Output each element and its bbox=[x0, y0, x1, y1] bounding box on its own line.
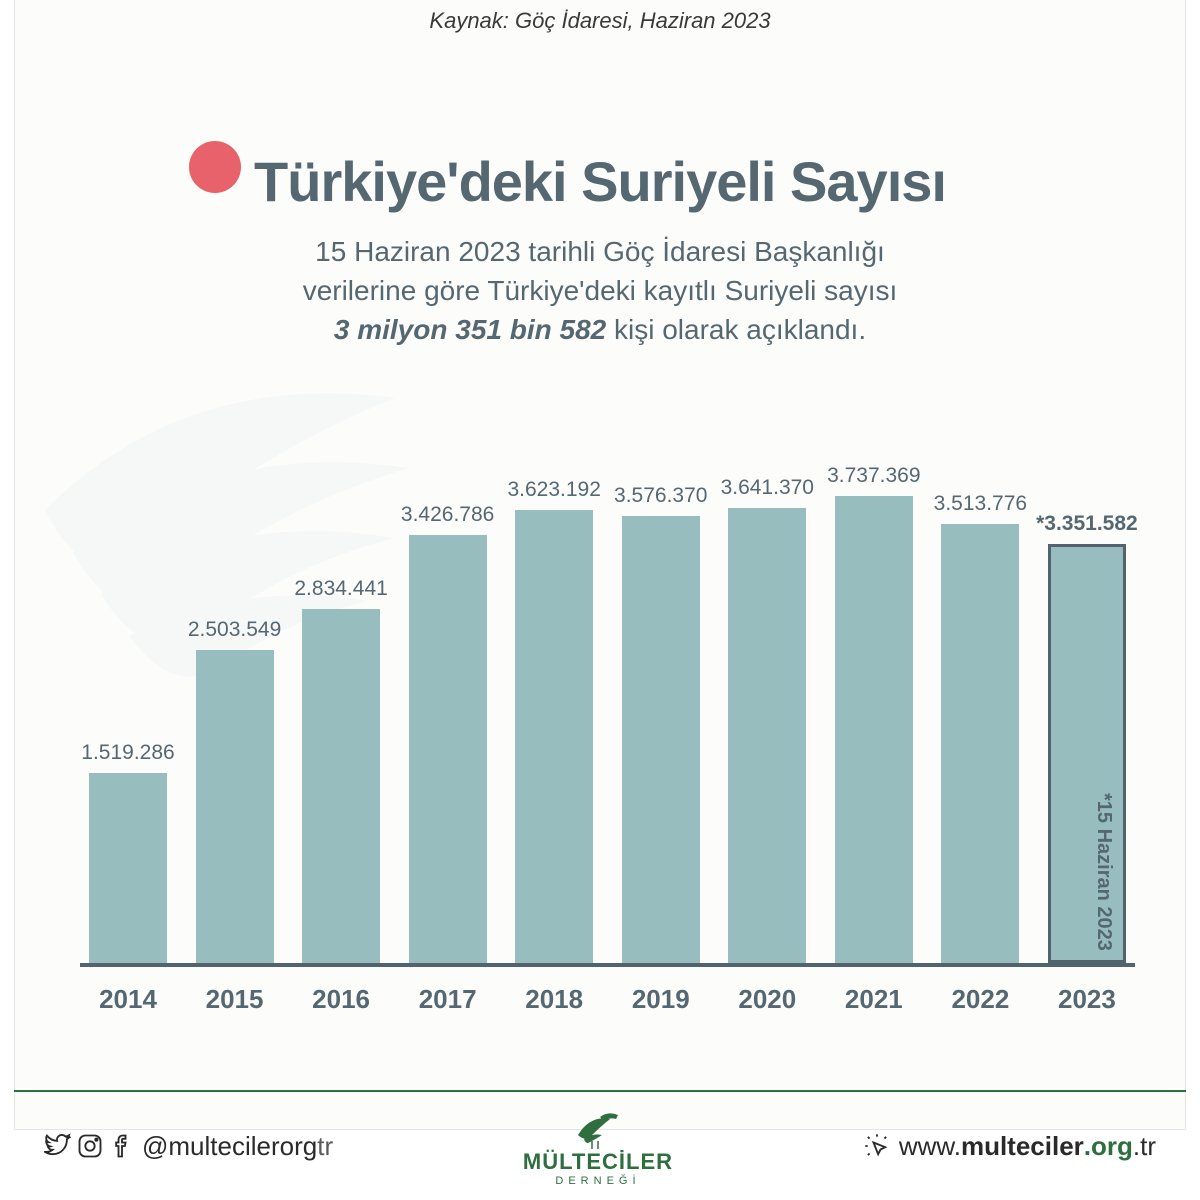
subtitle: 15 Haziran 2023 tarihli Göç İdaresi Başk… bbox=[15, 232, 1185, 350]
bar-col: *3.351.582 *15 Haziran 2023 bbox=[1039, 512, 1135, 963]
bar bbox=[409, 535, 487, 963]
bar-col: 3.426.786 bbox=[400, 503, 496, 963]
bar-value-label: 3.641.370 bbox=[721, 476, 814, 500]
facebook-icon bbox=[108, 1132, 136, 1160]
bar bbox=[728, 508, 806, 963]
url-org: .org bbox=[1084, 1131, 1133, 1161]
website-block: www.multeciler.org.tr bbox=[863, 1131, 1156, 1162]
infographic-card: Kaynak: Göç İdaresi, Haziran 2023 Türkiy… bbox=[14, 0, 1186, 1130]
bar bbox=[89, 773, 167, 963]
social-block: @multecilerorgtr bbox=[44, 1131, 333, 1162]
bar bbox=[196, 650, 274, 963]
bar bbox=[622, 516, 700, 963]
bar-col: 3.576.370 bbox=[613, 484, 709, 963]
bars-row: 1.519.286 2.503.549 2.834.441 3.426.786 3.62… bbox=[80, 467, 1135, 967]
bar bbox=[941, 524, 1019, 963]
handle-suffix: tr bbox=[317, 1131, 333, 1161]
x-axis-label: 2019 bbox=[613, 984, 709, 1015]
subtitle-tail: kişi olarak açıklandı. bbox=[606, 314, 866, 345]
x-axis-label: 2018 bbox=[506, 984, 602, 1015]
bar-col: 3.737.369 bbox=[826, 464, 922, 963]
bar-value-label: 3.513.776 bbox=[934, 492, 1027, 516]
handle-prefix: @multecilerorg bbox=[142, 1131, 317, 1161]
bar-col: 1.519.286 bbox=[80, 741, 176, 963]
bar-value-label: 3.623.192 bbox=[507, 478, 600, 502]
in-bar-note: *15 Haziran 2023 bbox=[1092, 793, 1115, 951]
x-axis-label: 2014 bbox=[80, 984, 176, 1015]
x-axis-label: 2020 bbox=[719, 984, 815, 1015]
website-url: www.multeciler.org.tr bbox=[899, 1131, 1156, 1162]
x-axis-label: 2022 bbox=[932, 984, 1028, 1015]
x-axis-label: 2017 bbox=[400, 984, 496, 1015]
twitter-icon bbox=[44, 1132, 72, 1160]
bar-value-label: 2.834.441 bbox=[294, 577, 387, 601]
bar-value-label: 1.519.286 bbox=[81, 741, 174, 765]
url-bold: multeciler bbox=[961, 1131, 1084, 1161]
x-axis-label: 2021 bbox=[826, 984, 922, 1015]
bar-value-label: 2.503.549 bbox=[188, 618, 281, 642]
footer: @multecilerorgtr MÜLTECİLER DERNEĞİ www.… bbox=[14, 1092, 1186, 1200]
title-block: Türkiye'deki Suriyeli Sayısı bbox=[15, 149, 1185, 214]
bar-value-label: *3.351.582 bbox=[1036, 512, 1138, 536]
x-axis-label: 2016 bbox=[293, 984, 389, 1015]
logo-subtitle: DERNEĞİ bbox=[555, 1175, 640, 1187]
subtitle-line2: verilerine göre Türkiye'deki kayıtlı Sur… bbox=[303, 275, 898, 306]
social-handle: @multecilerorgtr bbox=[142, 1131, 333, 1162]
social-icons-group bbox=[44, 1132, 136, 1160]
source-citation: Kaynak: Göç İdaresi, Haziran 2023 bbox=[15, 0, 1185, 34]
bar-value-label: 3.737.369 bbox=[827, 464, 920, 488]
url-tail: .tr bbox=[1133, 1131, 1156, 1161]
url-prefix: www. bbox=[899, 1131, 961, 1161]
bar-col: 3.513.776 bbox=[932, 492, 1028, 963]
bar-chart: 1.519.286 2.503.549 2.834.441 3.426.786 3.62… bbox=[80, 435, 1135, 1015]
x-axis-label: 2015 bbox=[187, 984, 283, 1015]
bar-col: 2.834.441 bbox=[293, 577, 389, 963]
bar-col: 3.641.370 bbox=[719, 476, 815, 963]
bar-value-label: 3.576.370 bbox=[614, 484, 707, 508]
subtitle-line1: 15 Haziran 2023 tarihli Göç İdaresi Başk… bbox=[315, 236, 885, 267]
bar bbox=[302, 609, 380, 963]
instagram-icon bbox=[76, 1132, 104, 1160]
x-axis-labels: 2014 2015 2016 2017 2018 2019 2020 2021 2022 2023 bbox=[80, 984, 1135, 1015]
x-axis-label: 2023 bbox=[1039, 984, 1135, 1015]
logo-name: MÜLTECİLER bbox=[523, 1149, 673, 1175]
bar bbox=[835, 496, 913, 963]
cursor-click-icon bbox=[863, 1132, 891, 1160]
bar bbox=[515, 510, 593, 963]
bar-value-label: 3.426.786 bbox=[401, 503, 494, 527]
accent-dot bbox=[189, 141, 241, 193]
bar-col: 2.503.549 bbox=[187, 618, 283, 963]
bar-col: 3.623.192 bbox=[506, 478, 602, 963]
stork-icon bbox=[570, 1105, 626, 1149]
subtitle-emphasis: 3 milyon 351 bin 582 bbox=[334, 314, 606, 345]
org-logo: MÜLTECİLER DERNEĞİ bbox=[523, 1105, 673, 1187]
